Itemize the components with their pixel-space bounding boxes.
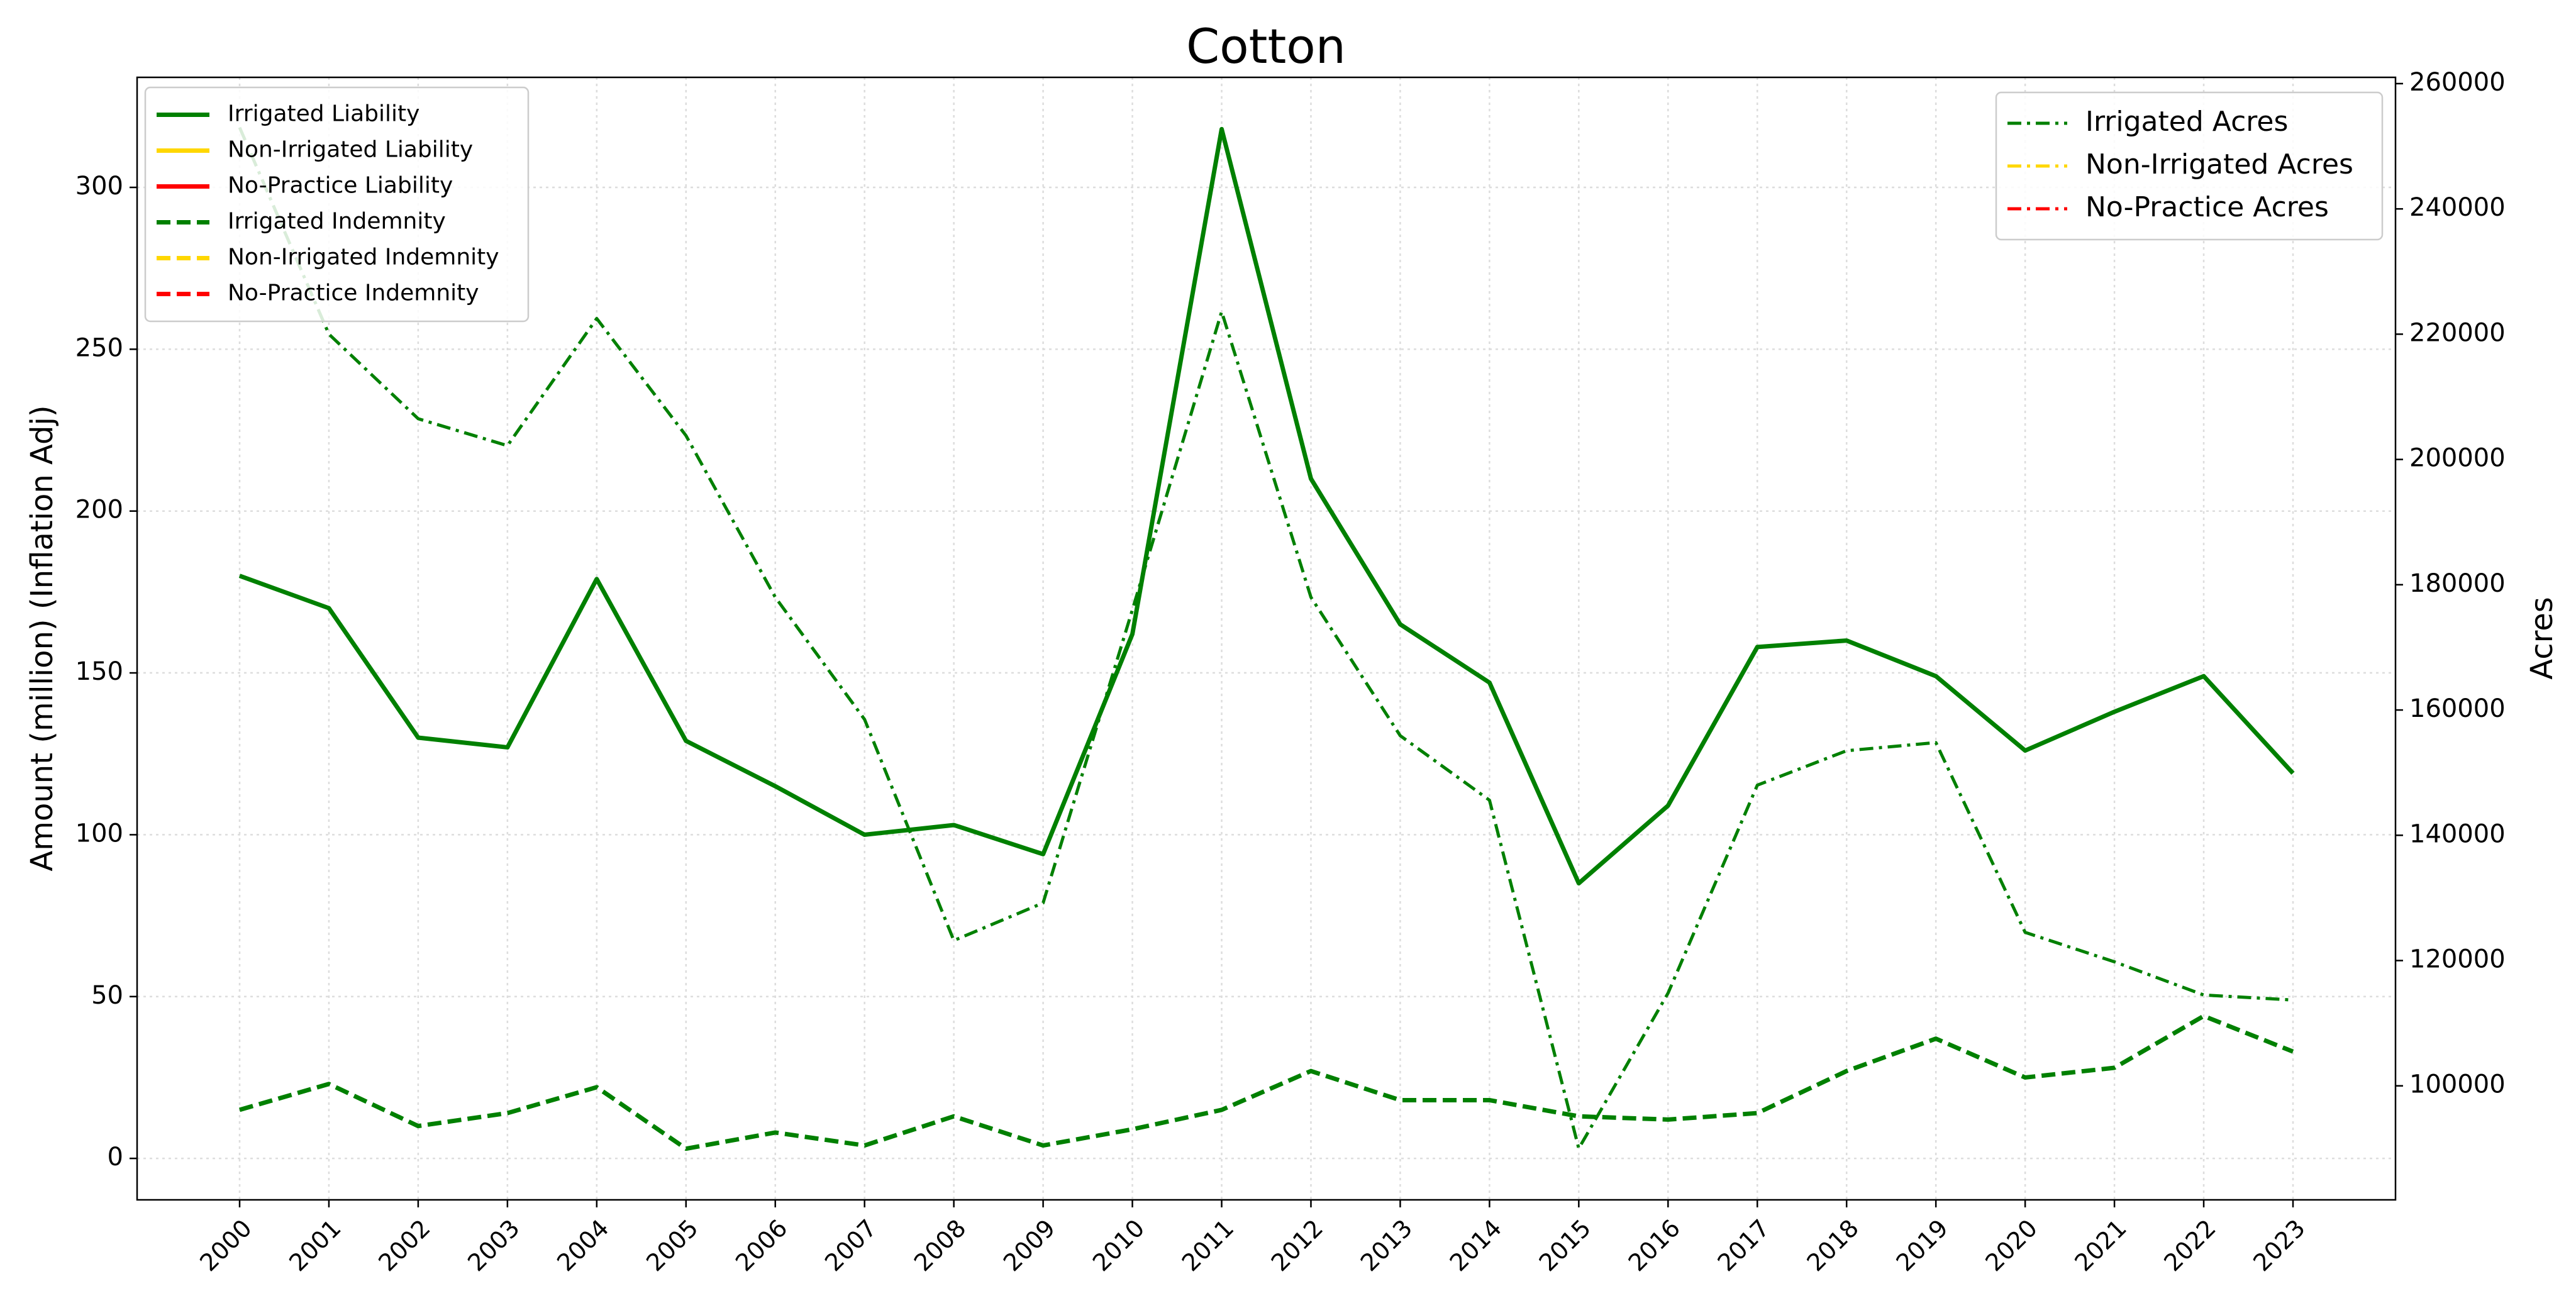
data-line — [239, 1014, 2294, 1151]
y2-tick-label: 140000 — [2409, 819, 2506, 848]
y2-tick-label: 100000 — [2409, 1070, 2506, 1099]
plot-frame — [136, 76, 2397, 1201]
y-tick-label: 200 — [75, 496, 123, 524]
y-tick-label: 150 — [75, 657, 123, 686]
data-line — [238, 126, 2294, 1150]
y2-tick-label: 120000 — [2409, 945, 2506, 973]
chart-title: Cotton — [1186, 18, 1346, 74]
legend-label: Irrigated Acres — [2085, 106, 2288, 138]
legend-box — [1995, 91, 2384, 241]
legend-label: Non-Irrigated Indemnity — [228, 245, 499, 270]
y2-tick-label: 240000 — [2409, 193, 2506, 222]
legend-label: Irrigated Liability — [228, 101, 419, 127]
y-tick-label: 0 — [108, 1143, 123, 1172]
legend-label: Non-Irrigated Acres — [2085, 148, 2353, 180]
y-axis-label: Amount (million) (Inflation Adj) — [25, 405, 60, 871]
data-line — [238, 126, 2295, 886]
y2-tick-label: 220000 — [2409, 318, 2506, 347]
y2-tick-label: 160000 — [2409, 694, 2506, 723]
y-tick-label: 50 — [91, 981, 123, 1010]
legend-label: Non-Irrigated Liability — [228, 137, 473, 163]
legend-label: No-Practice Indemnity — [228, 280, 479, 306]
y-tick-label: 300 — [75, 172, 123, 201]
y2-tick-label: 260000 — [2409, 68, 2506, 97]
y2-tick-label: 200000 — [2409, 444, 2506, 473]
y2-axis-label: Acres — [2524, 597, 2560, 680]
y-tick-label: 250 — [75, 333, 123, 362]
legend-box — [144, 86, 530, 323]
legend-label: No-Practice Liability — [228, 173, 453, 199]
y-tick-label: 100 — [75, 819, 123, 848]
legend-label: Irrigated Indemnity — [228, 209, 446, 235]
y2-tick-label: 180000 — [2409, 569, 2506, 598]
legend-label: No-Practice Acres — [2085, 191, 2329, 223]
